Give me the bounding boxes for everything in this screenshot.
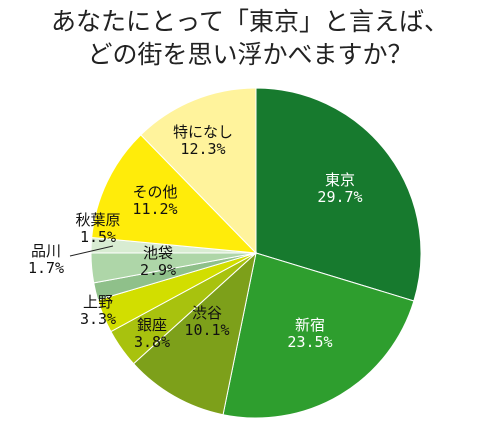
pie-slice bbox=[132, 251, 257, 416]
pie-slice bbox=[140, 87, 257, 255]
slice-name-label: 品川 bbox=[31, 242, 61, 260]
slice-value-label: 11.2% bbox=[132, 200, 177, 218]
slice-name-label: 渋谷 bbox=[192, 304, 222, 322]
slice-name-label: 東京 bbox=[325, 171, 355, 189]
slice-value-label: 12.3% bbox=[180, 140, 225, 158]
slice-value-label: 1.7% bbox=[28, 259, 64, 277]
chart-title-line-1: あなたにとって「東京」と言えば、 bbox=[51, 7, 449, 36]
leader-line bbox=[69, 245, 114, 257]
slice-name-label: 池袋 bbox=[143, 244, 173, 262]
slice-value-label: 23.5% bbox=[287, 333, 332, 351]
slice-name-label: 銀座 bbox=[137, 316, 167, 334]
pie-slice bbox=[222, 252, 415, 419]
slice-value-label: 2.9% bbox=[140, 261, 176, 279]
slice-name-label: その他 bbox=[132, 183, 177, 201]
slice-name-label: 特になし bbox=[173, 123, 233, 141]
slice-value-label: 3.8% bbox=[134, 333, 170, 351]
pie-slice bbox=[255, 87, 422, 302]
slice-value-label: 1.5% bbox=[80, 228, 116, 246]
slice-name-label: 秋葉原 bbox=[75, 211, 120, 229]
slice-value-label: 10.1% bbox=[184, 321, 229, 339]
slice-value-label: 29.7% bbox=[317, 188, 362, 206]
pie-slices bbox=[90, 87, 422, 419]
pie-slice bbox=[91, 134, 258, 254]
slice-name-label: 新宿 bbox=[295, 316, 325, 334]
chart-title-line-2: どの街を思い浮かべますか？ bbox=[87, 40, 412, 69]
slice-value-label: 3.3% bbox=[80, 310, 116, 328]
slice-name-label: 上野 bbox=[83, 293, 113, 311]
